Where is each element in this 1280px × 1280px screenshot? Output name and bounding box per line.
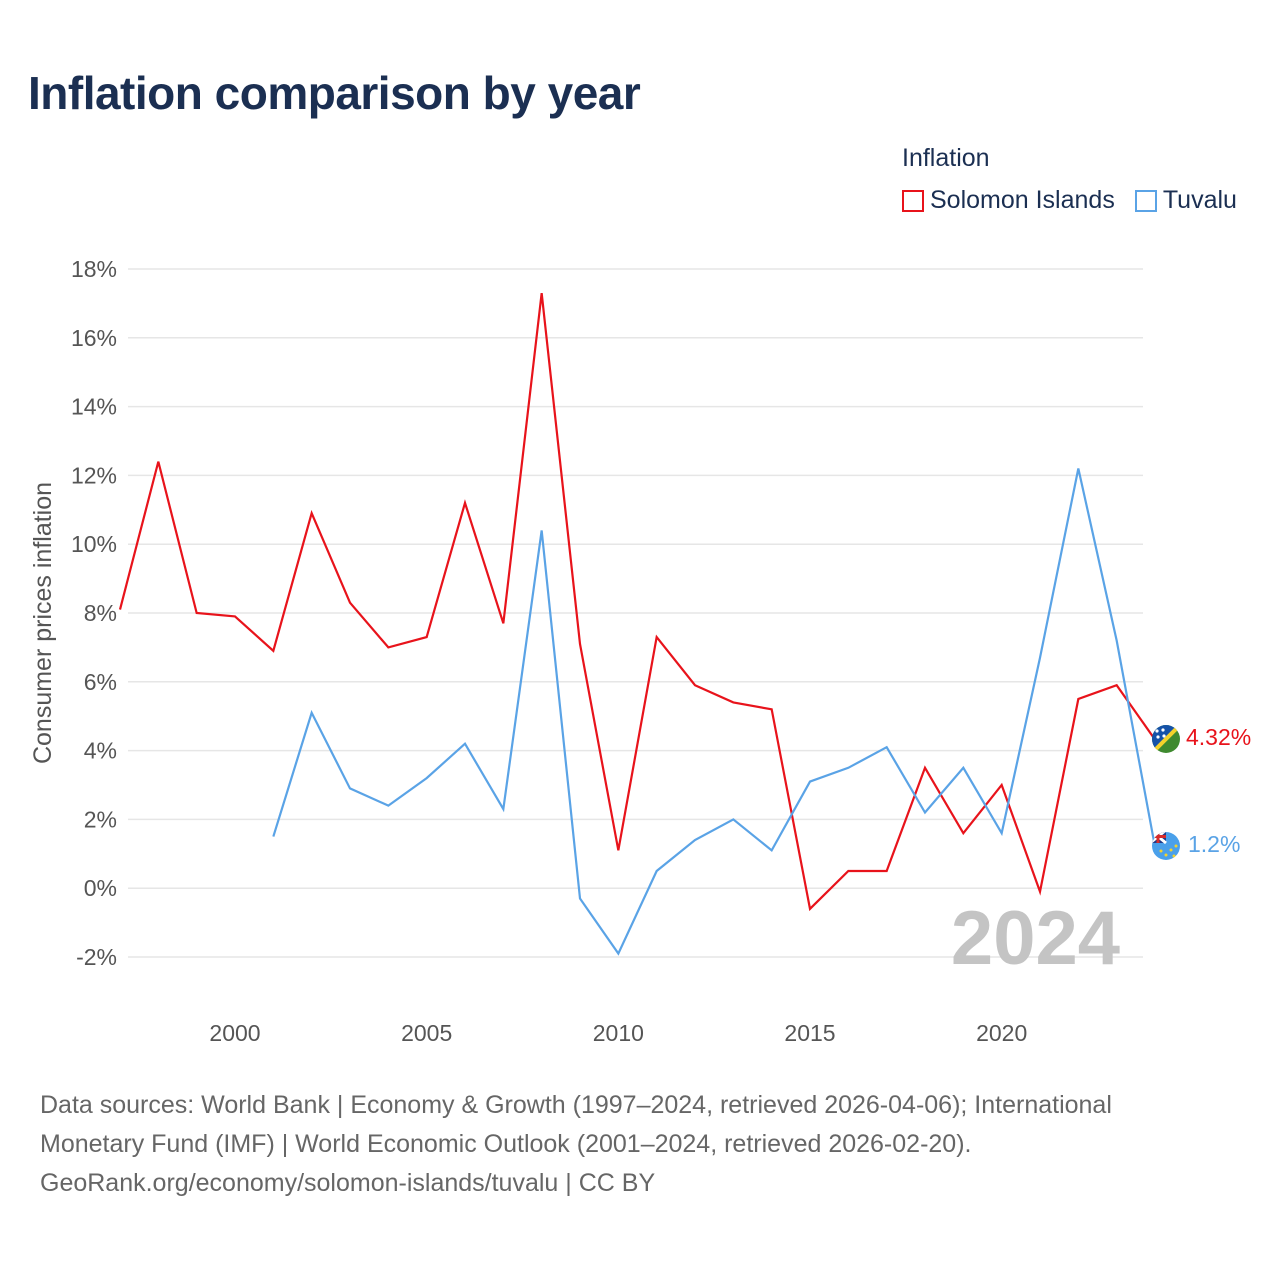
legend-label-solomon-islands: Solomon Islands — [930, 186, 1115, 214]
y-tick-label: 10% — [71, 531, 117, 557]
source-note: Data sources: World Bank | Economy & Gro… — [40, 1086, 1180, 1203]
legend: Solomon Islands Tuvalu — [902, 186, 1237, 215]
series-lines — [118, 292, 1167, 956]
end-label-solomon-islands: 4.32% — [1186, 724, 1251, 750]
legend-item-solomon-islands[interactable]: Solomon Islands — [902, 186, 1115, 215]
legend-label-tuvalu: Tuvalu — [1162, 186, 1237, 214]
y-tick-label: 4% — [84, 738, 117, 764]
source-line-2: GeoRank.org/economy/solomon-islands/tuva… — [40, 1169, 656, 1197]
line-chart: -2% 0% 2% 4% 6% 8% 10% 12% 14% 16% 18% 2000 2005 201… — [29, 256, 1251, 1046]
y-tick-label: 2% — [84, 806, 117, 832]
series-line-solomon-islands — [118, 292, 1156, 912]
x-axis-ticks: 2000 2005 2010 2015 2020 — [209, 1020, 1027, 1046]
page-title: Inflation comparison by year — [28, 67, 641, 119]
y-tick-label: 16% — [71, 325, 117, 351]
legend-swatch-solomon-islands — [902, 189, 924, 212]
x-tick-label: 2000 — [209, 1020, 260, 1046]
tuvalu-flag-icon — [1152, 832, 1180, 860]
legend-item-tuvalu[interactable]: Tuvalu — [1134, 186, 1237, 215]
x-tick-label: 2005 — [401, 1020, 452, 1046]
end-label-tuvalu: 1.2% — [1188, 831, 1240, 857]
grid-lines — [128, 268, 1143, 958]
legend-swatch-tuvalu — [1134, 189, 1157, 212]
y-tick-label: 8% — [84, 600, 117, 626]
y-tick-label: 0% — [84, 875, 117, 901]
year-watermark: 2024 — [951, 896, 1120, 981]
y-tick-label: 18% — [71, 256, 117, 282]
y-tick-label: 14% — [71, 394, 117, 420]
solomon-islands-flag-icon — [1152, 725, 1180, 753]
x-tick-label: 2010 — [593, 1020, 644, 1046]
series-line-tuvalu — [272, 468, 1157, 956]
source-line-1: Data sources: World Bank | Economy & Gro… — [40, 1091, 1112, 1158]
y-tick-label: -2% — [76, 944, 117, 970]
x-tick-label: 2015 — [784, 1020, 835, 1046]
y-tick-label: 6% — [84, 669, 117, 695]
legend-title: Inflation — [902, 144, 990, 172]
y-tick-label: 12% — [71, 462, 117, 488]
x-tick-label: 2020 — [976, 1020, 1027, 1046]
y-axis-label: Consumer prices inflation — [29, 482, 57, 764]
y-axis-ticks: -2% 0% 2% 4% 6% 8% 10% 12% 14% 16% 18% — [71, 256, 117, 970]
